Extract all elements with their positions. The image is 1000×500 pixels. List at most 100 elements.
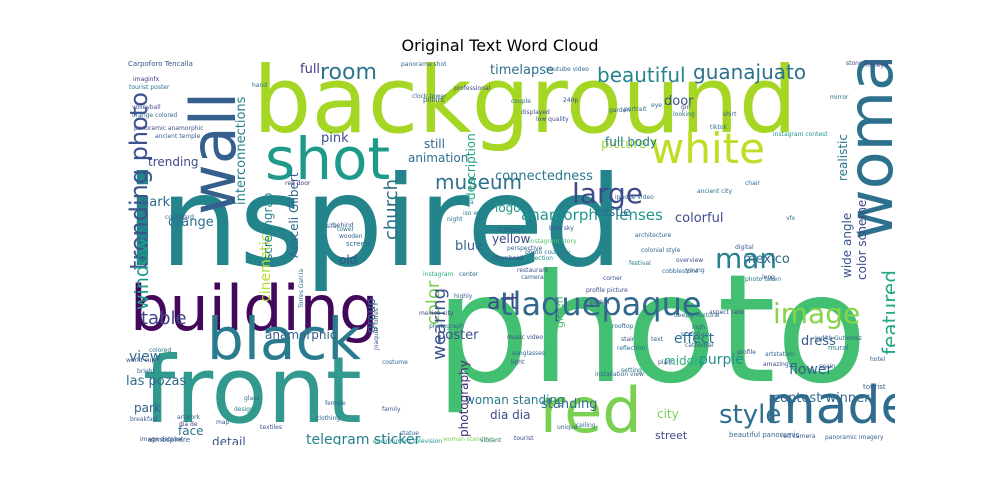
cloud-word: castle — [595, 205, 631, 219]
cloud-word: middle — [664, 354, 705, 368]
cloud-word: contest winner — [773, 391, 870, 406]
cloud-word: still — [424, 137, 445, 151]
cloud-word: photo courtesy — [525, 249, 571, 256]
cloud-word: young — [686, 267, 705, 274]
figure-title: Original Text Word Cloud — [401, 36, 599, 55]
cloud-word: overview — [676, 257, 704, 264]
cloud-word: mexico — [743, 252, 790, 267]
cloud-word: large — [572, 177, 643, 210]
cloud-word: guanajuato — [693, 60, 807, 84]
cloud-word: music video — [507, 334, 544, 341]
cloud-word: garden — [609, 107, 631, 114]
cloud-word: street — [655, 429, 688, 442]
cloud-word: woman standing — [465, 393, 565, 407]
cloud-word: highly — [454, 293, 473, 300]
cloud-word: pink — [321, 131, 349, 146]
cloud-word: text — [651, 336, 663, 343]
cloud-word: effect — [674, 331, 715, 347]
cloud-word: window — [131, 237, 153, 310]
cloud-word: table — [141, 308, 187, 329]
cloud-word: projection — [523, 255, 553, 262]
cloud-word: Carpoforo Tencalla — [128, 60, 193, 68]
cloud-word: artstation — [765, 351, 795, 358]
cloud-word: tlaquepaque — [500, 285, 702, 323]
cloud-word: couple — [511, 98, 531, 105]
cloud-word: room — [320, 60, 377, 85]
cloud-word: amazing — [763, 361, 789, 368]
cloud-word: old — [339, 253, 358, 267]
cloud-word: pillars — [423, 96, 445, 104]
cloud-word: dia dia — [490, 408, 531, 422]
cloud-word: displayed — [521, 109, 550, 116]
cloud-word: image — [773, 297, 861, 330]
cloud-word: door — [664, 94, 694, 109]
cloud-word: orange colored — [132, 112, 178, 119]
cloud-word: dress — [801, 334, 836, 349]
cloud-word: mural — [828, 344, 849, 352]
cloud-word: man — [715, 242, 778, 275]
cloud-word: photo — [435, 243, 868, 417]
cloud-word: cobblestone — [662, 268, 699, 275]
cloud-word: costume — [382, 359, 408, 366]
cloud-word: anamorphic — [265, 328, 337, 342]
cloud-word: perspective — [507, 245, 543, 252]
word-cloud: inspired photo background building front blac… — [125, 60, 895, 445]
cloud-word: tower — [337, 226, 355, 233]
cloud-word: night — [447, 216, 463, 223]
cloud-word: photo taken — [745, 276, 781, 283]
cloud-word: reflection — [617, 345, 646, 352]
cloud-word: wide angle — [840, 212, 854, 278]
cloud-word: ceiling — [576, 422, 596, 429]
cloud-word: animation — [408, 151, 469, 165]
cloud-word: front — [143, 337, 362, 444]
cloud-word: standing — [541, 397, 598, 412]
cloud-word: mexico city — [419, 310, 454, 317]
cloud-word: wooden — [339, 233, 363, 240]
cloud-word: anamorphic lenses — [521, 206, 663, 224]
cloud-word: design — [234, 406, 254, 413]
cloud-word: red camera — [781, 433, 816, 440]
cloud-word: plant — [658, 359, 674, 366]
cloud-word: looking — [673, 111, 695, 118]
cloud-word: orange — [168, 215, 214, 230]
cloud-word: colored — [149, 347, 172, 354]
cloud-word: sifu — [326, 223, 337, 230]
cloud-word: style — [719, 400, 782, 430]
cloud-word: profile picture — [586, 287, 628, 294]
cloud-word: park — [134, 401, 161, 415]
cloud-word: environment television — [373, 438, 443, 445]
cloud-word: building — [130, 272, 379, 345]
cloud-word: restaurant — [517, 267, 549, 274]
cloud-word: center — [459, 271, 479, 278]
cloud-word: hand — [252, 82, 268, 89]
cloud-word: telegram sticker — [306, 432, 421, 445]
cloud-word: ancient temple — [155, 133, 201, 140]
cloud-word: beautiful panoramic — [729, 431, 800, 439]
cloud-word: Joaquin Torres — [373, 308, 380, 350]
cloud-word: beautiful — [597, 63, 686, 87]
cloud-word: full — [300, 62, 321, 77]
cloud-word: rooftop — [612, 323, 634, 330]
cloud-word: golden — [589, 299, 610, 306]
cloud-word: shot — [265, 125, 391, 193]
cloud-word: professional — [454, 85, 491, 92]
cloud-word: tourist — [514, 435, 534, 442]
cloud-word: map — [216, 419, 230, 426]
cloud-word: poster — [437, 328, 479, 343]
cloud-word: unique — [557, 424, 578, 431]
cloud-word: statue — [400, 430, 420, 437]
cloud-word: logo — [495, 201, 521, 215]
cloud-word: screen — [346, 240, 370, 248]
cloud-word: chair — [745, 180, 760, 187]
cloud-word: art — [487, 290, 519, 315]
cloud-word: yellow — [492, 232, 531, 246]
cloud-word: digital — [735, 244, 754, 251]
cloud-word: iphone video — [615, 194, 654, 201]
cloud-word: 240p — [563, 97, 579, 104]
cloud-word: textiles — [260, 424, 282, 431]
cloud-word: flower — [789, 362, 833, 378]
cloud-word: white — [650, 124, 765, 173]
cloud-word: spain — [819, 363, 836, 370]
cloud-word: full body — [605, 135, 657, 149]
